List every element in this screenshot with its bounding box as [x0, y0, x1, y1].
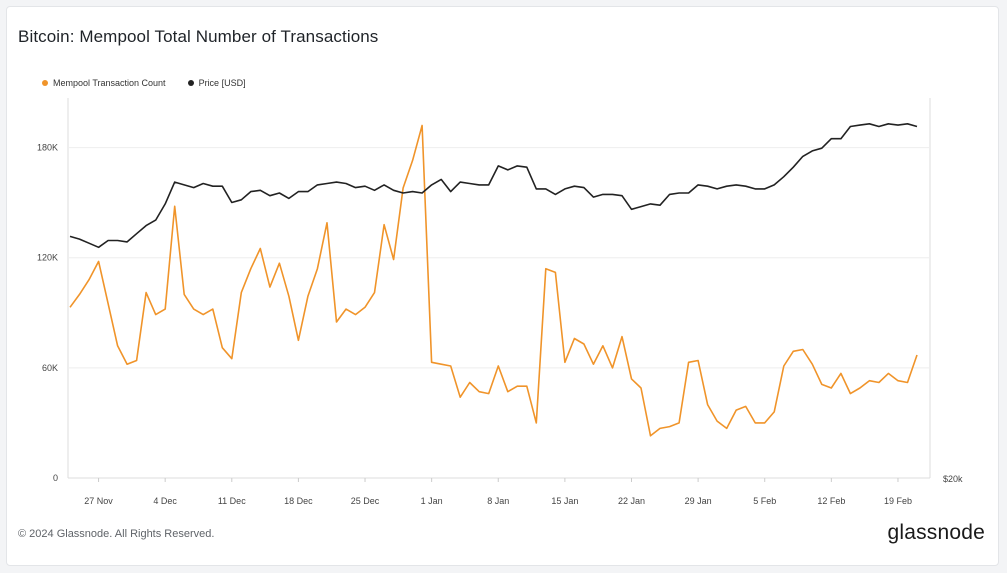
x-tick-label: 18 Dec: [284, 496, 313, 506]
glassnode-logo: glassnode: [887, 521, 985, 544]
x-tick-label: 22 Jan: [618, 496, 645, 506]
y-tick-label: 180K: [37, 143, 58, 153]
legend: Mempool Transaction Count Price [USD]: [42, 78, 246, 88]
x-tick-label: 25 Dec: [351, 496, 380, 506]
x-tick-label: 4 Dec: [153, 496, 177, 506]
series-line-price-usd: [69, 123, 918, 249]
legend-label-price: Price [USD]: [198, 78, 246, 88]
legend-item-price[interactable]: Price [USD]: [187, 78, 246, 88]
legend-item-mempool[interactable]: Mempool Transaction Count: [42, 78, 166, 88]
y-tick-label: 0: [53, 473, 58, 483]
x-tick-label: 27 Nov: [84, 496, 113, 506]
series-line-mempool-count: [69, 124, 918, 437]
y-tick-label: 120K: [37, 253, 58, 263]
y-right-tick-label: $20k: [943, 474, 963, 484]
x-tick-label: 11 Dec: [218, 496, 246, 506]
x-tick-label: 1 Jan: [421, 496, 443, 506]
chart-card: [6, 6, 999, 566]
x-tick-label: 29 Jan: [685, 496, 712, 506]
x-tick-label: 12 Feb: [817, 496, 845, 506]
x-tick-label: 5 Feb: [753, 496, 776, 506]
x-tick-label: 15 Jan: [551, 496, 578, 506]
x-tick-label: 8 Jan: [487, 496, 509, 506]
x-tick-label: 19 Feb: [884, 496, 912, 506]
copyright-text: © 2024 Glassnode. All Rights Reserved.: [18, 528, 215, 540]
chart-title: Bitcoin: Mempool Total Number of Transac…: [18, 27, 379, 46]
legend-dot-black: [187, 80, 194, 86]
y-tick-label: 60K: [42, 363, 58, 373]
legend-label-mempool: Mempool Transaction Count: [53, 78, 166, 88]
legend-dot-orange: [42, 80, 48, 86]
